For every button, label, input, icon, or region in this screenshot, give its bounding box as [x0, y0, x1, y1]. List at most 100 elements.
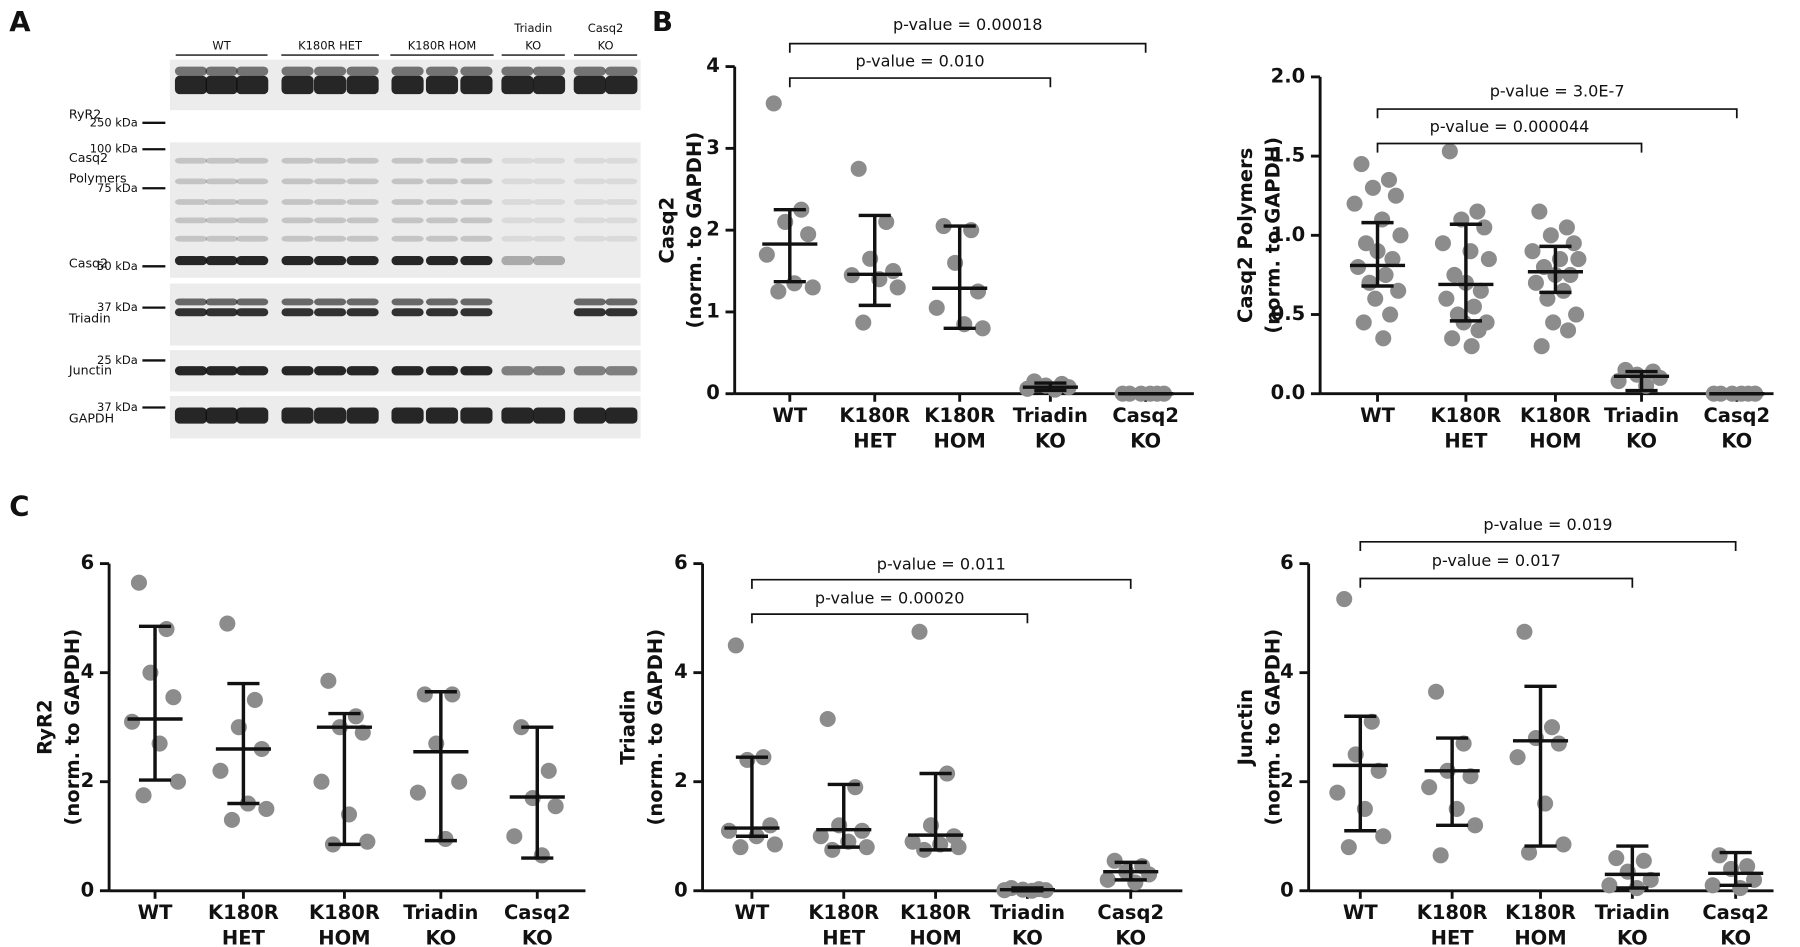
blot-band	[174, 235, 208, 242]
blot-band	[391, 255, 424, 266]
data-point	[1336, 591, 1353, 608]
data-point	[1470, 322, 1487, 339]
data-point	[1739, 858, 1756, 875]
blot-band	[605, 199, 638, 205]
significance-bracket	[751, 578, 1132, 589]
blot-band	[281, 298, 314, 306]
blot-band	[425, 66, 459, 76]
blot-band	[346, 66, 379, 76]
blot-band	[391, 235, 424, 242]
x-tick-label: KO	[1130, 429, 1161, 452]
significance-bracket	[751, 613, 1029, 624]
y-tick-label: 2	[81, 769, 95, 792]
x-tick-label: KO	[1012, 926, 1043, 947]
x-tick-label: K180R	[839, 404, 910, 427]
data-point	[824, 841, 841, 858]
blot-band	[425, 235, 459, 242]
lane-label: Casq2	[588, 21, 624, 35]
data-point	[1565, 235, 1582, 252]
x-tick-label: HOM	[1529, 429, 1581, 452]
blot-band	[205, 178, 238, 185]
data-point	[320, 672, 337, 689]
data-point	[246, 691, 263, 708]
data-point	[219, 615, 236, 632]
data-point	[1375, 330, 1392, 347]
x-tick-label: K180R	[309, 901, 380, 924]
blot-band	[391, 178, 424, 185]
blot-band	[425, 308, 459, 317]
blot-band	[605, 298, 638, 306]
protein-label: RyR2	[69, 106, 101, 121]
data-point	[1545, 314, 1562, 331]
blot-band	[460, 298, 493, 306]
x-tick-label: HET	[222, 926, 266, 947]
data-point	[1509, 749, 1526, 766]
data-point	[416, 686, 433, 703]
data-point	[1329, 784, 1346, 801]
blot-band	[281, 255, 314, 266]
blot-band	[205, 255, 238, 266]
data-point	[1364, 179, 1381, 196]
x-tick-label: K180R	[1430, 404, 1501, 427]
blot-band	[532, 75, 566, 95]
data-point	[130, 574, 147, 591]
blot-band	[314, 308, 347, 317]
p-value-label: p-value = 0.00018	[893, 15, 1043, 34]
data-point	[1438, 290, 1455, 307]
blot-band	[501, 75, 534, 95]
blot-band	[460, 75, 493, 95]
x-tick-label: HET	[1431, 926, 1475, 947]
blot-band	[605, 178, 638, 185]
data-point	[1704, 877, 1721, 894]
y-tick-label: 1.5	[1271, 144, 1306, 167]
blot-band	[281, 217, 314, 224]
x-tick-label: HOM	[909, 926, 961, 947]
data-point	[409, 784, 426, 801]
data-point	[758, 246, 775, 263]
blot-band	[314, 407, 347, 424]
x-tick-label: HOM	[1514, 926, 1566, 947]
blot-band	[391, 298, 424, 306]
blot-band	[573, 298, 606, 306]
y-tick-label: 1	[706, 299, 720, 322]
blot-band	[532, 235, 566, 242]
x-tick-label: WT	[772, 404, 808, 427]
blot-band	[425, 255, 459, 266]
blot-band	[236, 235, 269, 242]
data-point	[889, 279, 906, 296]
blot-band	[501, 157, 534, 164]
data-point	[223, 811, 240, 828]
x-tick-label: HOM	[318, 926, 370, 947]
blot-band	[236, 366, 269, 376]
x-tick-label: K180R	[900, 901, 971, 924]
panel-label: B	[652, 6, 673, 38]
blot-band	[346, 255, 379, 266]
data-point	[1444, 330, 1461, 347]
data-point	[1384, 251, 1401, 268]
y-tick-label: 4	[81, 660, 95, 683]
blot-band	[573, 199, 606, 205]
blot-band	[460, 157, 493, 164]
blot-band	[573, 235, 606, 242]
blot-band	[236, 178, 269, 185]
y-tick-label: 0	[81, 878, 95, 901]
y-tick-label: 0	[1280, 878, 1294, 901]
y-axis-label: (norm. to GAPDH)	[683, 132, 706, 329]
blot-band	[532, 157, 566, 164]
data-point	[855, 314, 872, 331]
blot-band	[314, 217, 347, 224]
data-point	[451, 773, 468, 790]
protein-label: GAPDH	[69, 410, 114, 425]
data-point	[1382, 306, 1399, 323]
blot-band	[573, 217, 606, 224]
data-point	[732, 839, 749, 856]
data-point	[762, 817, 779, 834]
data-point	[1353, 155, 1370, 173]
data-point	[1432, 847, 1449, 864]
marker-label: 50 kDa	[97, 259, 138, 273]
x-tick-label: Casq2	[504, 901, 571, 924]
data-point	[212, 762, 229, 779]
